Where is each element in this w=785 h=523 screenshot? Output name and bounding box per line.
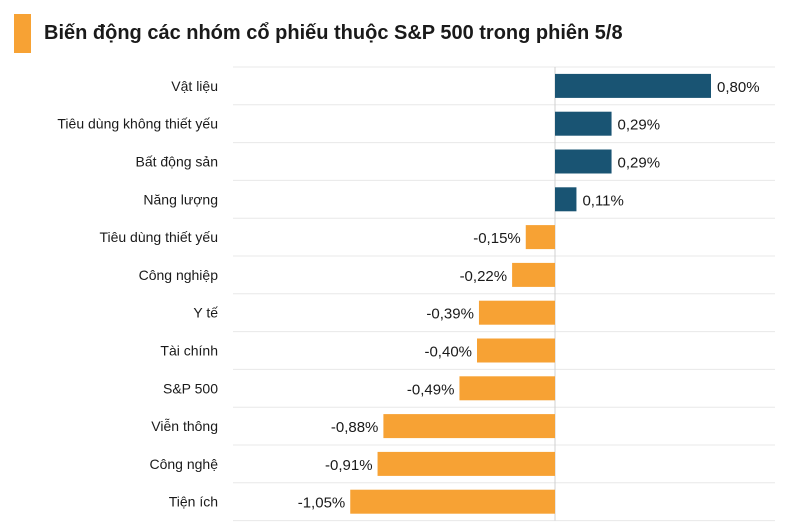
bar	[377, 451, 555, 476]
bar	[555, 111, 612, 136]
category-label: Tiêu dùng thiết yếu	[99, 229, 218, 245]
bar	[477, 338, 555, 363]
value-label: -0,40%	[424, 344, 472, 361]
value-label: -0,88%	[331, 419, 379, 436]
bar	[555, 73, 711, 98]
value-label: 0,11%	[582, 192, 623, 209]
category-label: Tiện ích	[169, 494, 218, 510]
category-label: Viễn thông	[151, 418, 218, 434]
bar	[350, 489, 555, 514]
category-label: Vật liệu	[171, 78, 218, 94]
chart-title: Biến động các nhóm cổ phiếu thuộc S&P 50…	[44, 22, 623, 44]
bar	[555, 187, 577, 212]
bar	[555, 149, 612, 174]
bar	[459, 376, 555, 401]
value-label: -1,05%	[298, 495, 346, 512]
value-label: -0,15%	[473, 230, 521, 247]
category-label: Tài chính	[160, 343, 218, 359]
bar	[525, 225, 555, 250]
bar	[512, 262, 555, 287]
category-label: Công nghiệp	[139, 267, 219, 283]
category-label: Bất động sản	[135, 154, 218, 170]
category-label: Tiêu dùng không thiết yếu	[57, 116, 218, 132]
value-label: 0,29%	[618, 117, 661, 134]
value-label: 0,80%	[717, 79, 760, 96]
category-label: Năng lượng	[143, 191, 218, 207]
bar	[383, 414, 555, 439]
value-label: 0,29%	[618, 155, 661, 172]
category-label: Y tế	[193, 305, 218, 321]
value-label: -0,22%	[460, 268, 508, 285]
bar	[478, 300, 555, 325]
value-label: -0,49%	[407, 381, 455, 398]
category-label: Công nghệ	[149, 456, 218, 472]
value-label: -0,91%	[325, 457, 373, 474]
category-label: S&P 500	[163, 380, 218, 396]
value-label: -0,39%	[426, 306, 474, 323]
title-accent-bar	[14, 14, 31, 53]
